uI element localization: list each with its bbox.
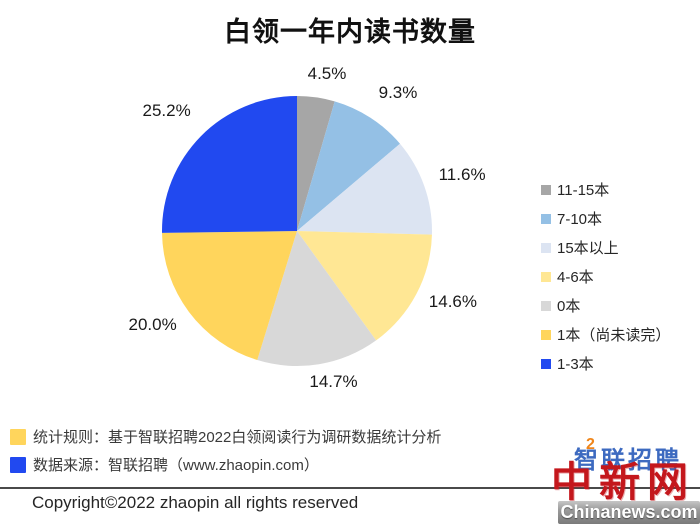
chart-title: 白领一年内读书数量 [224,17,476,47]
pie-slice-2 [297,143,432,235]
source-notes: 统计规则：基于智联招聘2022白领阅读行为调研数据统计分析 数据来源：智联招聘（w… [10,428,441,484]
legend-swatch-icon [541,184,551,195]
legend: 11-15本 7-10本 15本以上 4-6本 0本 1本（尚未读完） 1-3本 [541,180,670,383]
legend-label: 1本（尚未读完） [557,327,671,344]
copyright-text: Copyright©2022 zhaopin all rights reserv… [32,493,359,512]
legend-label: 1-3本 [557,356,594,373]
pie-value-label-2: 11.6% [438,165,486,185]
zhaopin-logo-watermark: 智联招聘 2 [574,436,682,475]
legend-swatch-icon [541,329,551,340]
chinanews-domain-text: Chinanews.com [560,502,698,522]
legend-item-2: 15本以上 [541,238,670,257]
pie-slice-6 [161,95,297,233]
footer-divider [0,487,700,489]
pie-slices [161,95,432,367]
legend-swatch-icon [541,300,551,311]
pie-slice-5 [162,231,297,361]
pie-value-label-0: 4.5% [307,64,347,83]
legend-item-3: 4-6本 [541,267,670,286]
pie-value-label-6: 25.2% [142,101,191,121]
legend-label: 4-6本 [557,269,594,286]
note-text: 数据来源：智联招聘（www.zhaopin.com） [33,457,319,474]
legend-swatch-icon [541,271,551,282]
legend-item-0: 11-15本 [541,180,670,199]
legend-label: 0本 [557,298,581,315]
pie-slice-4 [257,231,377,367]
zhaopin-logo-accent: 2 [586,436,595,453]
legend-label: 7-10本 [557,211,603,228]
pie-value-label-3: 14.6% [428,292,477,312]
note-swatch-icon [10,428,26,445]
pie-slice-1 [297,101,401,232]
note-text: 统计规则：基于智联招聘2022白领阅读行为调研数据统计分析 [33,429,442,446]
chinanews-domain-bar: Chinanews.com [558,501,700,524]
pie-value-label-5: 20.0% [128,314,177,334]
legend-swatch-icon [541,213,551,224]
legend-label: 11-15本 [557,182,610,199]
legend-swatch-icon [541,242,551,253]
pie-slice-3 [297,231,432,341]
pie-slice-0 [297,96,335,231]
legend-swatch-icon [541,358,551,369]
source-note-0: 统计规则：基于智联招聘2022白领阅读行为调研数据统计分析 [10,428,442,446]
legend-item-4: 0本 [541,296,670,315]
note-swatch-icon [10,456,26,473]
pie-value-label-1: 9.3% [378,83,418,102]
zhaopin-logo-text: 智联招聘 [574,447,682,474]
source-note-1: 数据来源：智联招聘（www.zhaopin.com） [10,456,441,474]
chinanews-seal-watermark: 中新网 [551,459,695,505]
legend-label: 15本以上 [557,240,619,257]
pie-value-label-4: 14.7% [309,372,358,392]
legend-item-5: 1本（尚未读完） [541,325,670,344]
legend-item-6: 1-3本 [541,354,670,373]
legend-item-1: 7-10本 [541,209,670,228]
